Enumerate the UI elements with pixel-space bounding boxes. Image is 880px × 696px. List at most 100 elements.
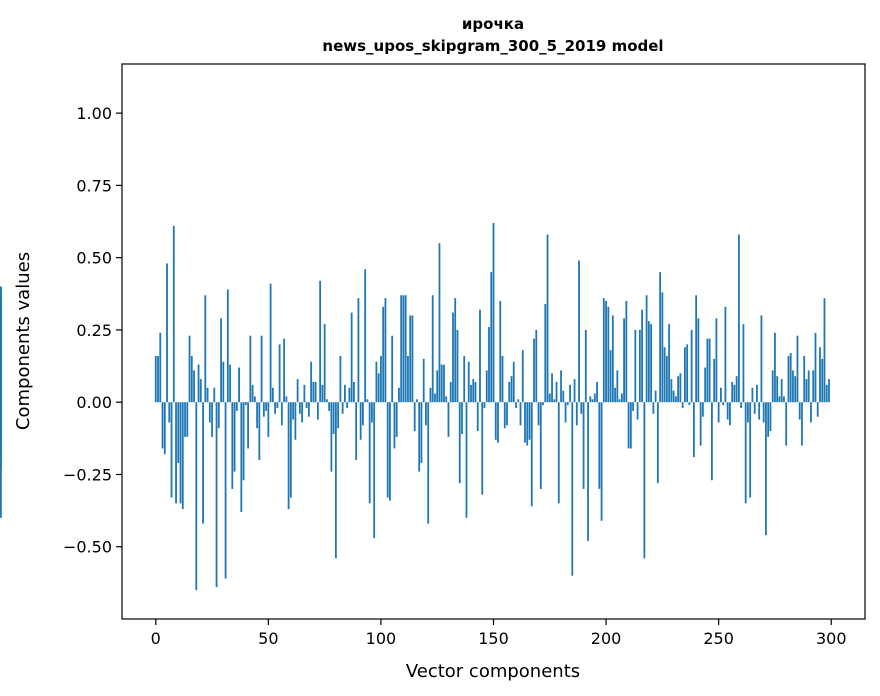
bar [668, 324, 671, 403]
bar [828, 379, 830, 403]
bar [821, 358, 824, 403]
bar [656, 402, 659, 484]
bar [190, 355, 193, 403]
bar [711, 402, 713, 481]
bar [816, 402, 819, 417]
bar [670, 379, 673, 403]
bar [163, 402, 166, 455]
bars-group [0, 222, 830, 591]
bar [501, 355, 504, 403]
bar [211, 402, 213, 437]
y-tick-label: 0.50 [76, 249, 112, 268]
bar [774, 332, 776, 403]
bar [519, 402, 522, 426]
bar [0, 402, 2, 408]
bar [271, 387, 274, 403]
bar [814, 332, 817, 403]
bar [443, 364, 445, 403]
bar [0, 402, 2, 518]
bar [321, 384, 324, 403]
bar [170, 402, 173, 498]
bar [645, 295, 648, 403]
bar [614, 387, 616, 403]
bar [391, 335, 394, 403]
bar [672, 390, 675, 403]
bar [407, 355, 409, 403]
bar [465, 402, 468, 518]
bar [305, 402, 308, 408]
bar [535, 329, 538, 403]
y-tick-label: 0.25 [76, 321, 112, 340]
bar [251, 384, 254, 403]
bar [539, 402, 542, 489]
bar [157, 355, 159, 403]
bar [456, 329, 459, 403]
y-tick-label: −0.25 [63, 465, 112, 484]
bar [292, 402, 295, 420]
bar [303, 384, 306, 403]
y-tick-label: 0.00 [76, 393, 112, 412]
x-tick-label: 100 [366, 629, 397, 648]
bar [735, 376, 738, 403]
bar [175, 402, 177, 504]
bar [483, 402, 486, 408]
bar [199, 379, 202, 403]
bar [787, 355, 790, 403]
bar [461, 402, 463, 434]
bar [555, 381, 558, 403]
bar [731, 381, 734, 403]
bar [454, 298, 457, 403]
bar [517, 399, 520, 403]
bar [571, 402, 574, 576]
bar [598, 402, 601, 489]
bar [481, 402, 484, 495]
bar [348, 387, 351, 403]
bar [213, 387, 216, 403]
bar [717, 402, 720, 423]
bar [715, 318, 718, 403]
bar [463, 355, 466, 403]
bar [713, 358, 716, 403]
bar [569, 384, 571, 403]
bar [679, 373, 682, 403]
y-tick-label: 0.75 [76, 176, 112, 195]
bar [632, 402, 634, 411]
x-tick-label: 200 [591, 629, 622, 648]
bar [620, 393, 623, 403]
bar [783, 396, 785, 403]
bar [688, 402, 691, 406]
bar [497, 402, 499, 443]
bar [677, 376, 680, 403]
bar [794, 376, 797, 403]
bar [474, 381, 477, 403]
bar [467, 361, 470, 403]
bar [233, 402, 236, 472]
bar [359, 402, 362, 440]
bar [704, 367, 707, 403]
bar [602, 298, 605, 403]
bar [197, 364, 200, 403]
bar [344, 384, 346, 403]
bar [413, 402, 416, 432]
bar [400, 295, 403, 403]
bar [537, 402, 540, 426]
bar [526, 402, 529, 446]
bar [217, 402, 220, 429]
bar [803, 355, 806, 403]
bar [623, 318, 625, 403]
bar [634, 329, 637, 403]
bar [492, 222, 495, 403]
bar [551, 373, 553, 403]
bar [154, 355, 157, 403]
bar [625, 301, 628, 403]
bar [427, 402, 430, 524]
bar [296, 379, 299, 403]
bar [238, 367, 240, 403]
bar [819, 347, 821, 403]
bar [706, 338, 709, 403]
bar [661, 292, 664, 403]
bar [294, 402, 297, 440]
x-tick-label: 50 [258, 629, 278, 648]
bar [186, 402, 189, 437]
bar [368, 402, 371, 504]
